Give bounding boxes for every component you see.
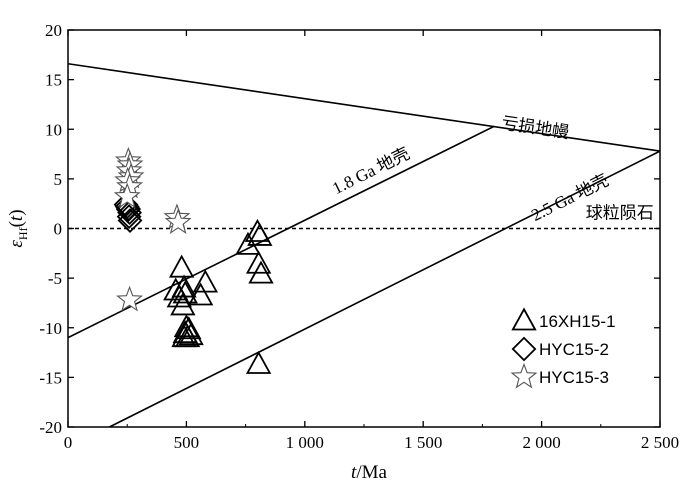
y-axis-title-var: t: [6, 215, 27, 221]
data-point-16XH15-1-20: [245, 350, 272, 374]
reference-line-label-4: 球粒陨石: [586, 204, 654, 223]
data-point-HYC15-3-10: [116, 285, 144, 312]
data-point-16XH15-1-13: [187, 282, 214, 306]
y-axis-title-open: (: [6, 221, 27, 227]
x-tick-label-4: 1 500: [404, 433, 442, 452]
legend-label-HYC15-2: HYC15-2: [539, 340, 609, 359]
data-point-HYC15-3-9: [164, 208, 192, 235]
legend-label-HYC15-3: HYC15-3: [539, 368, 609, 387]
data-point-HYC15-2-5: [117, 208, 143, 233]
data-point-16XH15-1-3: [168, 254, 195, 278]
data-point-16XH15-1-5: [170, 292, 196, 316]
legend: 16XH15-1 HYC15-2 HYC15-3: [510, 307, 616, 389]
x-tick-label-6: 2 500: [641, 433, 679, 452]
reference-line-1: [68, 62, 660, 152]
y-axis-title: εHf(t): [6, 209, 30, 247]
legend-marker-16XH15-1: [511, 307, 537, 331]
y-tick-label-7: 10: [45, 120, 62, 139]
y-tick-label-2: -15: [39, 368, 62, 387]
reference-lines: [68, 62, 660, 427]
data-point-HYC15-3-7: [113, 182, 141, 209]
x-tick-label-1: 0: [64, 433, 73, 452]
y-tick-label-3: -10: [39, 319, 62, 338]
data-point-16XH15-1-14: [192, 269, 219, 293]
series-16XH15-1: [163, 218, 274, 374]
legend-label-16XH15-1: 16XH15-1: [539, 312, 616, 331]
x-tick-label-3: 1 000: [286, 433, 324, 452]
data-point-HYC15-2-7: [114, 194, 140, 220]
series-HYC15-3: [113, 146, 192, 312]
reference-line-3: [109, 150, 660, 427]
data-point-16XH15-1-12: [178, 322, 204, 346]
y-axis-title-subscript: Hf: [16, 227, 30, 240]
y-tick-label-6: 5: [54, 170, 63, 189]
data-point-16XH15-1-19: [248, 260, 274, 284]
x-axis-title: t/Ma: [351, 462, 387, 483]
y-tick-label-4: -5: [48, 269, 62, 288]
y-tick-label-5: 0: [54, 220, 63, 239]
y-tick-label-1: -20: [39, 418, 62, 437]
data-point-16XH15-1-15: [235, 231, 261, 255]
x-axis-title-unit: /Ma: [356, 462, 387, 483]
data-point-16XH15-1-6: [172, 280, 198, 304]
data-point-16XH15-1-17: [247, 222, 273, 246]
reference-line-label-1: 亏损地幔: [500, 113, 570, 142]
data-point-16XH15-1-18: [245, 250, 272, 274]
y-tick-label-9: 20: [45, 21, 62, 40]
x-tick-label-5: 2 000: [522, 433, 560, 452]
y-axis-title-symbol: ε: [6, 240, 27, 248]
legend-marker-HYC15-2: [511, 336, 537, 362]
data-point-16XH15-1-11: [171, 324, 197, 348]
reference-line-2: [68, 125, 495, 339]
y-tick-label-8: 15: [45, 71, 62, 90]
x-tick-label-2: 500: [174, 433, 200, 452]
legend-marker-HYC15-3: [510, 362, 538, 389]
x-axis-title-var: t: [351, 462, 357, 483]
y-axis-title-close: ): [6, 209, 27, 215]
reference-line-label-2: 1.8 Ga 地壳: [329, 144, 412, 198]
